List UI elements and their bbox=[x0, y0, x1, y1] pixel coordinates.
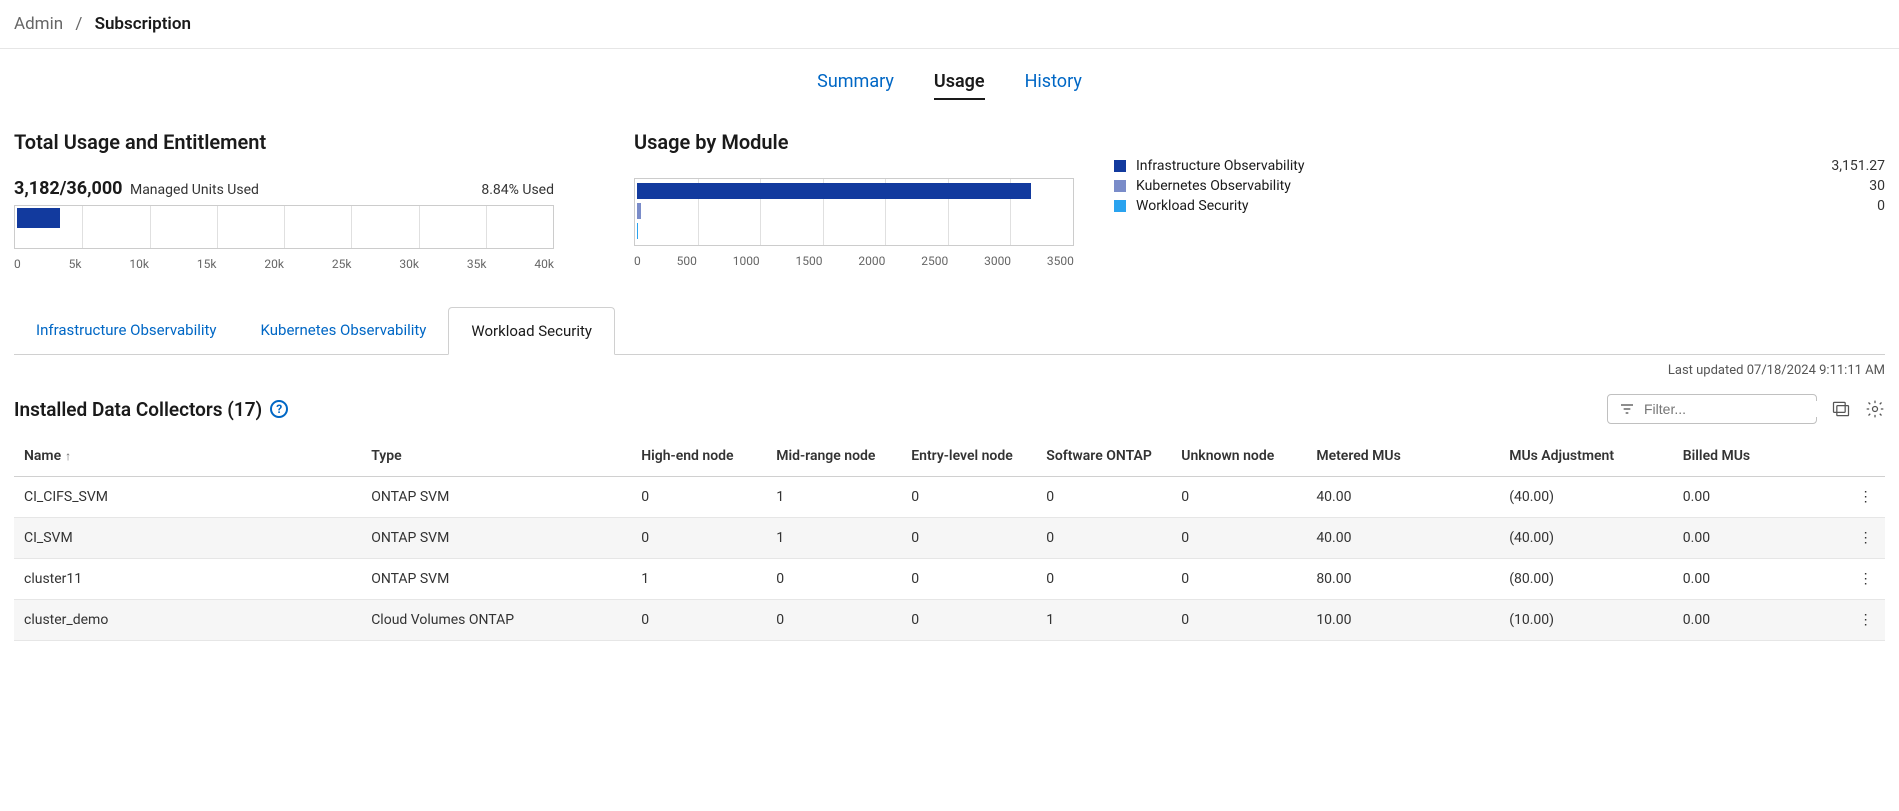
collectors-tools bbox=[1607, 394, 1885, 424]
sort-arrow-icon: ↑ bbox=[65, 449, 71, 463]
last-updated: Last updated 07/18/2024 9:11:11 AM bbox=[0, 355, 1899, 378]
usage-bar-fill bbox=[17, 208, 60, 228]
module-axis-tick: 0 bbox=[634, 254, 641, 268]
module-subtabs: Infrastructure ObservabilityKubernetes O… bbox=[14, 307, 1885, 355]
module-legend: Infrastructure Observability3,151.27 Kube… bbox=[1074, 130, 1885, 271]
usage-axis-tick: 20k bbox=[264, 257, 284, 271]
col-high-end-node[interactable]: High-end node bbox=[631, 436, 766, 477]
col-unknown-node[interactable]: Unknown node bbox=[1171, 436, 1306, 477]
breadcrumb: Admin / Subscription bbox=[0, 0, 1899, 49]
legend-swatch bbox=[1114, 180, 1126, 192]
table-header-row: Name↑TypeHigh-end nodeMid-range nodeEntr… bbox=[14, 436, 1885, 477]
row-menu-icon[interactable]: ⋮ bbox=[1846, 477, 1885, 518]
col-mid-range-node[interactable]: Mid-range node bbox=[766, 436, 901, 477]
subtab-infrastructure-observability[interactable]: Infrastructure Observability bbox=[14, 307, 239, 354]
col-type[interactable]: Type bbox=[361, 436, 631, 477]
module-chart bbox=[634, 178, 1074, 246]
table-row[interactable]: cluster11ONTAP SVM1000080.00(80.00)0.00⋮ bbox=[14, 559, 1885, 600]
filter-input[interactable] bbox=[1644, 401, 1825, 417]
collectors-title: Installed Data Collectors (17) ? bbox=[14, 398, 288, 421]
usage-axis-tick: 30k bbox=[399, 257, 419, 271]
export-icon[interactable] bbox=[1831, 399, 1851, 419]
row-menu-icon[interactable]: ⋮ bbox=[1846, 600, 1885, 641]
module-axis-tick: 3500 bbox=[1047, 254, 1074, 268]
usage-axis-tick: 40k bbox=[534, 257, 554, 271]
row-menu-icon[interactable]: ⋮ bbox=[1846, 559, 1885, 600]
total-usage-title: Total Usage and Entitlement bbox=[14, 130, 554, 154]
module-axis: 0 500 1000 1500 2000 2500 3000 3500 bbox=[634, 254, 1074, 268]
total-usage-panel: Total Usage and Entitlement 3,182/36,000… bbox=[14, 130, 554, 271]
module-bar-0 bbox=[637, 183, 1031, 199]
usage-axis-tick: 25k bbox=[332, 257, 352, 271]
table-row[interactable]: cluster_demoCloud Volumes ONTAP0001010.0… bbox=[14, 600, 1885, 641]
col-name[interactable]: Name↑ bbox=[14, 436, 361, 477]
col-metered-mus[interactable]: Metered MUs bbox=[1306, 436, 1499, 477]
usage-units-label: Managed Units Used bbox=[130, 182, 259, 198]
module-axis-tick: 3000 bbox=[984, 254, 1011, 268]
top-nav: Summary Usage History bbox=[0, 49, 1899, 100]
legend-swatch bbox=[1114, 160, 1126, 172]
usage-bar-track bbox=[14, 205, 554, 249]
subtab-workload-security[interactable]: Workload Security bbox=[448, 307, 615, 355]
module-usage-panel: Usage by Module 050010001500200025003000… bbox=[634, 130, 1885, 271]
topnav-usage[interactable]: Usage bbox=[934, 71, 985, 100]
usage-panels: Total Usage and Entitlement 3,182/36,000… bbox=[0, 100, 1899, 271]
legend-swatch bbox=[1114, 200, 1126, 212]
legend-value: 30 bbox=[1869, 178, 1885, 194]
usage-axis-tick: 10k bbox=[129, 257, 149, 271]
legend-label: Infrastructure Observability bbox=[1136, 158, 1831, 174]
module-axis-tick: 2500 bbox=[921, 254, 948, 268]
module-axis-tick: 1000 bbox=[733, 254, 760, 268]
filter-icon bbox=[1618, 401, 1636, 417]
legend-row: Workload Security0 bbox=[1114, 198, 1885, 214]
legend-label: Workload Security bbox=[1136, 198, 1877, 214]
module-axis-tick: 1500 bbox=[796, 254, 823, 268]
breadcrumb-sep: / bbox=[75, 14, 82, 34]
col-entry-level-node[interactable]: Entry-level node bbox=[901, 436, 1036, 477]
help-icon[interactable]: ? bbox=[270, 400, 288, 418]
module-axis-tick: 2000 bbox=[858, 254, 885, 268]
collectors-header: Installed Data Collectors (17) ? bbox=[0, 378, 1899, 436]
topnav-summary[interactable]: Summary bbox=[817, 71, 894, 100]
usage-axis-tick: 35k bbox=[467, 257, 487, 271]
module-usage-title: Usage by Module bbox=[634, 130, 1074, 154]
usage-axis-tick: 0 bbox=[14, 257, 21, 271]
col-software-ontap[interactable]: Software ONTAP bbox=[1036, 436, 1171, 477]
row-menu-icon[interactable]: ⋮ bbox=[1846, 518, 1885, 559]
breadcrumb-root[interactable]: Admin bbox=[14, 14, 63, 34]
table-row[interactable]: CI_CIFS_SVMONTAP SVM0100040.00(40.00)0.0… bbox=[14, 477, 1885, 518]
col-billed-mus[interactable]: Billed MUs bbox=[1673, 436, 1847, 477]
usage-pct: 8.84% Used bbox=[481, 182, 554, 198]
topnav-history[interactable]: History bbox=[1025, 71, 1082, 100]
legend-row: Kubernetes Observability30 bbox=[1114, 178, 1885, 194]
module-bar-1 bbox=[637, 203, 641, 219]
filter-box[interactable] bbox=[1607, 394, 1817, 424]
legend-row: Infrastructure Observability3,151.27 bbox=[1114, 158, 1885, 174]
table-row[interactable]: CI_SVMONTAP SVM0100040.00(40.00)0.00⋮ bbox=[14, 518, 1885, 559]
breadcrumb-current: Subscription bbox=[95, 14, 191, 34]
usage-axis: 0 5k 10k 15k 20k 25k 30k 35k 40k bbox=[14, 257, 554, 271]
legend-value: 0 bbox=[1877, 198, 1885, 214]
usage-axis-tick: 15k bbox=[197, 257, 217, 271]
col-mus-adjustment[interactable]: MUs Adjustment bbox=[1499, 436, 1673, 477]
legend-value: 3,151.27 bbox=[1831, 158, 1885, 174]
usage-fraction: 3,182/36,000 bbox=[14, 178, 122, 199]
subtab-kubernetes-observability[interactable]: Kubernetes Observability bbox=[239, 307, 449, 354]
module-axis-tick: 500 bbox=[677, 254, 697, 268]
usage-axis-tick: 5k bbox=[69, 257, 82, 271]
gear-icon[interactable] bbox=[1865, 399, 1885, 419]
legend-label: Kubernetes Observability bbox=[1136, 178, 1869, 194]
collectors-table: Name↑TypeHigh-end nodeMid-range nodeEntr… bbox=[14, 436, 1885, 641]
module-bar-2 bbox=[637, 223, 638, 239]
